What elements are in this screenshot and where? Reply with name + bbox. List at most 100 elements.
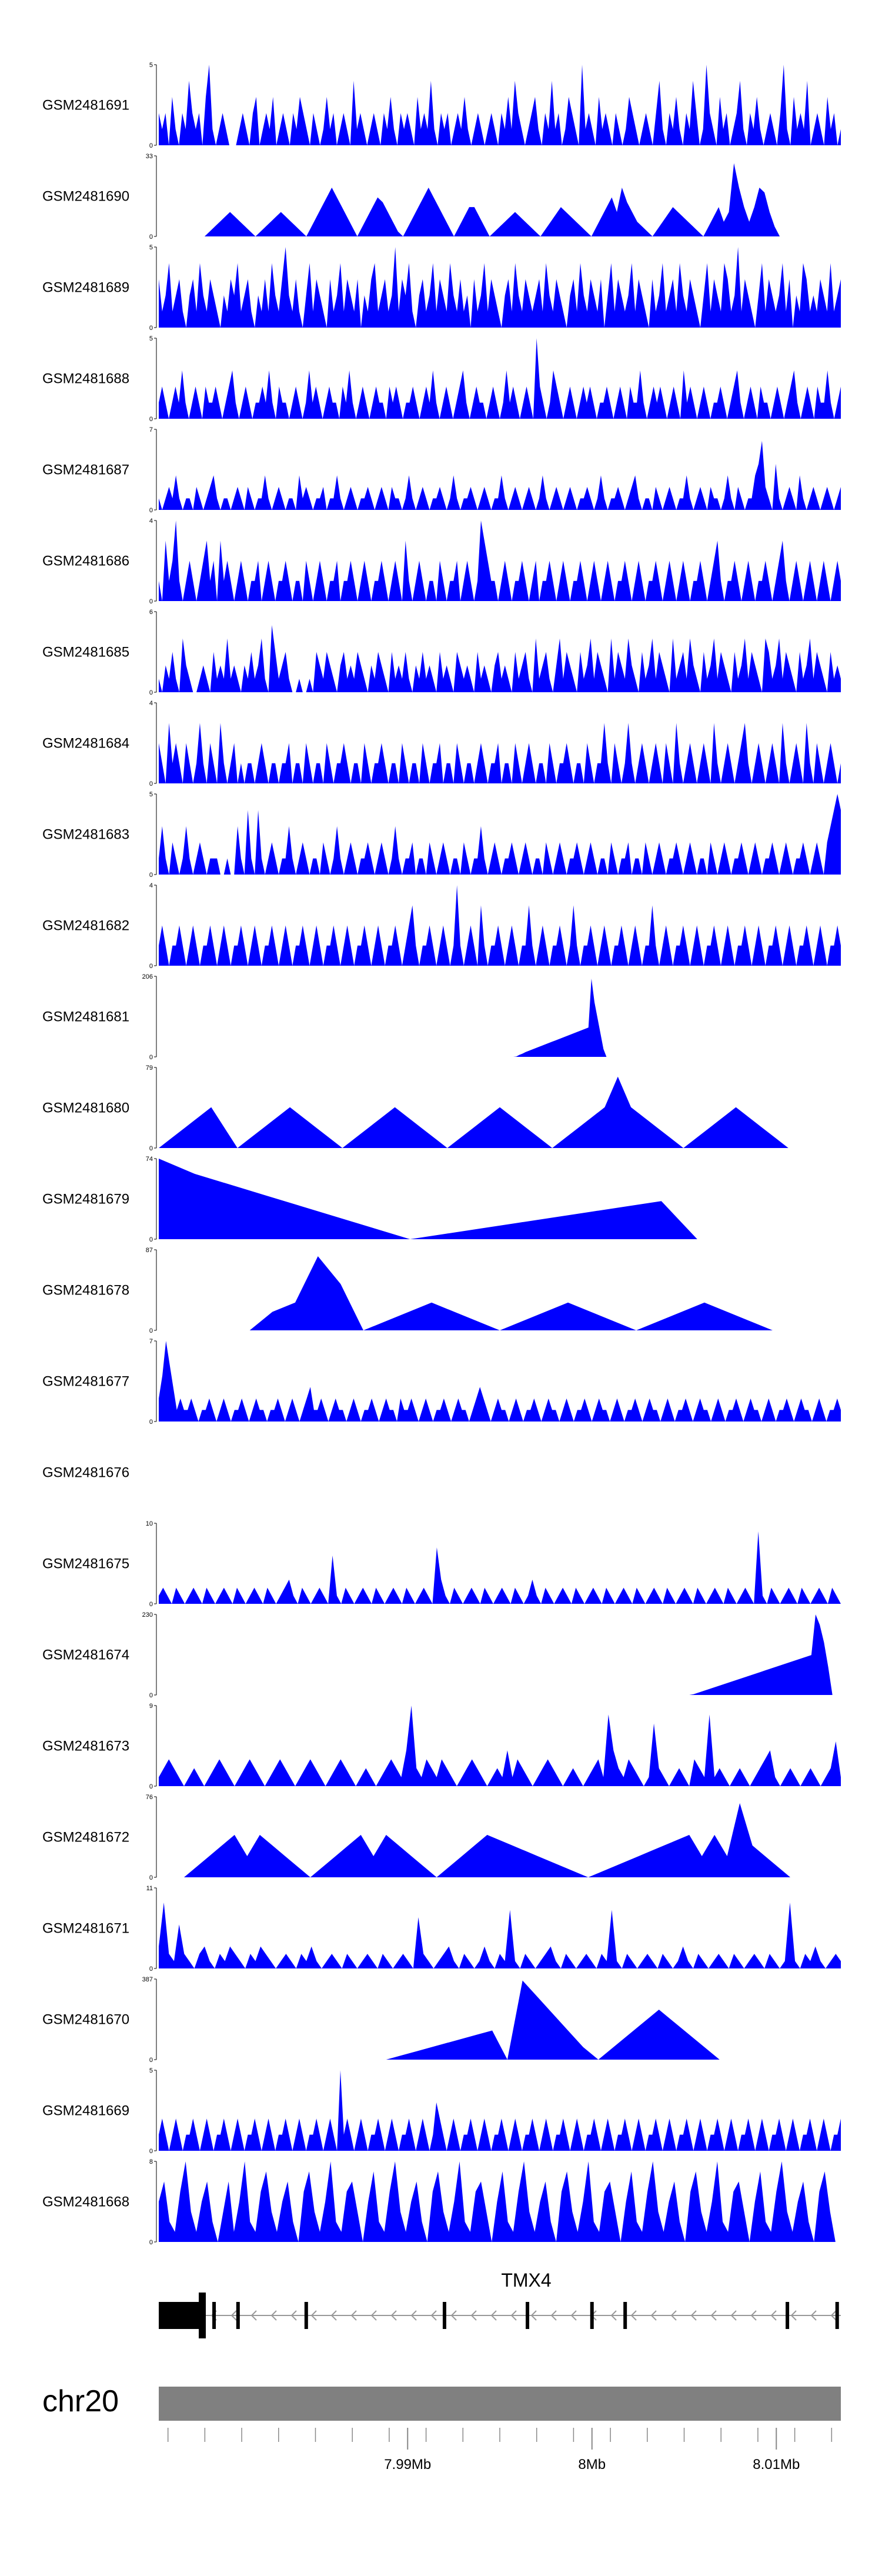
strand-chevron [470,2310,477,2321]
y-tick-label-max: 5 [149,335,153,342]
gene-exon [526,2302,530,2329]
track-label: GSM2481683 [42,827,129,843]
y-tick-label-min: 0 [149,1236,153,1243]
strand-chevron [570,2310,577,2321]
track-label: GSM2481671 [42,1921,129,1937]
y-tick-label-max: 76 [146,1794,153,1801]
y-tick-label-max: 7 [149,1338,153,1345]
track-GSM2481690: GSM2481690 33 0 [42,153,841,241]
track-GSM2481670: GSM2481670 387 0 [42,1976,841,2064]
strand-chevron [710,2310,717,2321]
y-tick-label-max: 5 [149,62,153,69]
gene-name-label: TMX4 [501,2270,551,2291]
chromosome-ideogram-track: chr20 7.99Mb 8Mb 8.01Mb [42,2384,841,2472]
strand-chevron [410,2310,417,2321]
track-label: GSM2481682 [42,918,129,934]
strand-chevron [690,2310,697,2321]
track-label: GSM2481670 [42,2012,129,2028]
coverage-area [159,885,841,966]
y-tick-label-min: 0 [149,1419,153,1426]
y-tick-label-min: 0 [149,325,153,332]
axis-position-label: 7.99Mb [384,2457,431,2472]
coverage-area [159,65,841,145]
y-tick-label-min: 0 [149,1327,153,1334]
track-label: GSM2481680 [42,1100,129,1116]
coverage-area [159,1076,841,1148]
strand-chevron [770,2310,777,2321]
y-tick-label-max: 4 [149,700,153,707]
y-tick-label-min: 0 [149,872,153,879]
strand-chevron [790,2310,797,2321]
track-GSM2481672: GSM2481672 76 0 [42,1794,841,1881]
track-GSM2481678: GSM2481678 87 0 [42,1247,841,1334]
coverage-area [159,1902,841,1968]
track-GSM2481679: GSM2481679 74 0 [42,1156,841,1243]
gene-exon [835,2302,839,2329]
gene-exon [590,2302,594,2329]
coverage-area [159,723,841,783]
track-GSM2481688: GSM2481688 5 0 [42,335,841,423]
gene-exon [212,2302,216,2329]
gene-utr-block [159,2302,201,2329]
y-tick-label-min: 0 [149,780,153,788]
y-tick-label-min: 0 [149,1145,153,1152]
track-GSM2481682: GSM2481682 4 0 [42,882,841,970]
y-tick-label-max: 87 [146,1247,153,1254]
signal-tracks: GSM248169150GSM2481690330GSM248168950GSM… [42,62,841,2246]
track-label: GSM2481690 [42,189,129,205]
coverage-area [159,441,841,510]
coverage-area [159,1341,841,1422]
strand-chevron [510,2310,517,2321]
track-label: GSM2481691 [42,98,129,114]
track-label: GSM2481677 [42,1374,129,1390]
y-tick-label-min: 0 [149,598,153,605]
track-label: GSM2481675 [42,1556,129,1572]
chromosome-label: chr20 [42,2384,119,2418]
y-tick-label-min: 0 [149,416,153,423]
track-label: GSM2481674 [42,1647,129,1663]
track-label: GSM2481688 [42,371,129,387]
strand-chevron [390,2310,397,2321]
track-GSM2481683: GSM2481683 5 0 [42,791,841,879]
track-GSM2481669: GSM2481669 5 0 [42,2067,841,2155]
y-tick-label-min: 0 [149,1601,153,1608]
strand-chevron [650,2310,657,2321]
y-tick-label-max: 74 [146,1156,153,1163]
strand-chevron [310,2310,317,2321]
coverage-area [159,1159,841,1239]
coverage-area [159,163,841,236]
y-tick-label-min: 0 [149,1692,153,1699]
y-tick-label-min: 0 [149,963,153,970]
track-label: GSM2481689 [42,280,129,296]
track-label: GSM2481685 [42,645,129,660]
y-tick-label-max: 4 [149,882,153,889]
y-tick-label-min: 0 [149,689,153,696]
track-label: GSM2481687 [42,462,129,478]
track-GSM2481684: GSM2481684 4 0 [42,700,841,788]
axis-position-label: 8Mb [578,2457,606,2472]
y-tick-label-min: 0 [149,1874,153,1881]
y-tick-label-max: 33 [146,153,153,160]
track-GSM2481689: GSM2481689 5 0 [42,244,841,332]
track-GSM2481676: GSM2481676 [42,1465,129,1481]
track-label: GSM2481672 [42,1830,129,1846]
y-tick-label-min: 0 [149,1783,153,1790]
track-GSM2481681: GSM2481681 206 0 [42,973,841,1061]
y-tick-label-min: 0 [149,1966,153,1973]
strand-chevron [290,2310,297,2321]
track-GSM2481680: GSM2481680 79 0 [42,1065,841,1152]
y-tick-label-max: 8 [149,2158,153,2165]
track-label: GSM2481681 [42,1009,129,1025]
y-tick-label-max: 7 [149,426,153,433]
track-label: GSM2481669 [42,2103,129,2119]
y-tick-label-max: 5 [149,244,153,251]
coverage-area [159,1980,841,2060]
strand-chevron [730,2310,737,2321]
coverage-area [159,2161,841,2242]
strand-chevron [750,2310,757,2321]
strand-chevron [490,2310,497,2321]
coverage-area [159,2070,841,2151]
track-label: GSM2481668 [42,2194,129,2210]
gene-exon [236,2302,240,2329]
track-label: GSM2481678 [42,1283,129,1299]
